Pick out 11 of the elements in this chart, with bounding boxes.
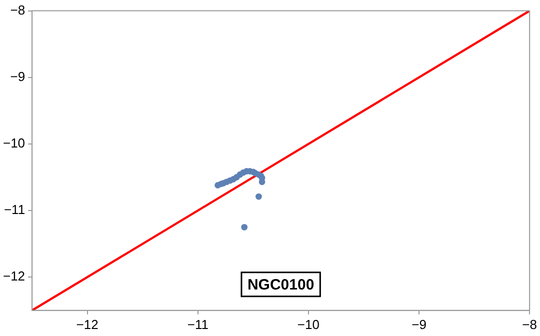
y-tick-label: −10 (2, 136, 26, 151)
x-tick-label: −10 (297, 316, 320, 332)
y-tick-label: −8 (10, 2, 26, 18)
annotation: NGC0100 (247, 276, 314, 294)
x-tick-label: −12 (76, 316, 98, 332)
x-tick-label: −9 (412, 316, 426, 332)
y-tick-label: −12 (2, 268, 26, 284)
x-tick-label: −11 (187, 316, 208, 332)
y-tick-label: −11 (4, 202, 26, 218)
y-tick-label: −9 (10, 68, 26, 84)
x-tick-label: −8 (522, 316, 538, 332)
